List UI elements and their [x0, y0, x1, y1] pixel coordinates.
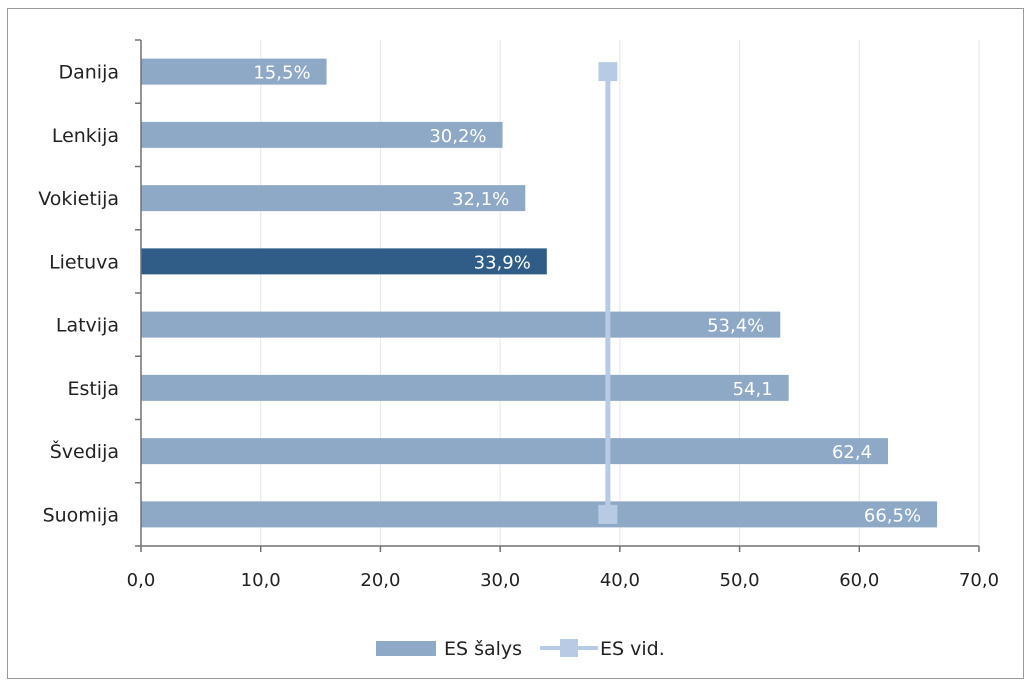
legend-label-es-vid: ES vid. [600, 638, 665, 660]
bar-lenkija [141, 121, 503, 148]
bar-data-label: 33,9% [474, 252, 531, 273]
x-tick-label: 30,0 [480, 570, 520, 591]
category-label: Lenkija [52, 125, 119, 147]
bar-danija [141, 58, 327, 85]
x-tick-label: 20,0 [360, 570, 400, 591]
bar-data-label: 54,1 [733, 379, 773, 400]
x-tick-label: 50,0 [720, 570, 760, 591]
bar-data-label: 66,5% [864, 505, 921, 526]
bar-data-label: 32,1% [452, 189, 509, 210]
category-label: Lietuva [49, 251, 119, 273]
bar-estija [141, 374, 789, 401]
bar-data-label: 62,4 [832, 442, 872, 463]
category-label: Estija [67, 378, 119, 400]
legend-marker-es-vid [560, 639, 578, 657]
category-label: Švedija [50, 439, 119, 463]
bar-data-label: 53,4% [707, 316, 764, 337]
bar-data-label: 15,5% [253, 63, 310, 84]
category-label: Suomija [43, 504, 119, 526]
bar-suomija [141, 501, 938, 528]
legend-swatch-es-salys [376, 641, 436, 656]
axes [135, 39, 980, 552]
bar-data-label: 30,2% [429, 126, 486, 147]
bar-švedija [141, 438, 889, 465]
category-label: Vokietija [38, 188, 119, 210]
average-line [598, 62, 618, 524]
chart-frame [7, 8, 1024, 679]
average-marker [598, 62, 618, 82]
average-marker [598, 504, 618, 524]
x-tick-label: 10,0 [241, 570, 281, 591]
bars [141, 58, 938, 528]
x-tick-label: 40,0 [600, 570, 640, 591]
x-tick-label: 0,0 [127, 570, 156, 591]
x-tick-label: 60,0 [839, 570, 879, 591]
legend: ES šalys ES vid. [376, 638, 665, 660]
x-tick-label: 70,0 [959, 570, 999, 591]
bar-lietuva [141, 248, 547, 275]
legend-label-es-salys: ES šalys [444, 638, 522, 660]
bar-latvija [141, 311, 781, 338]
gridlines [260, 40, 980, 546]
bar-vokietija [141, 185, 526, 212]
category-label: Danija [58, 62, 119, 84]
labels: Danija Lenkija Vokietija Lietuva Latvija Esti… [38, 62, 999, 591]
category-label: Latvija [56, 315, 119, 337]
